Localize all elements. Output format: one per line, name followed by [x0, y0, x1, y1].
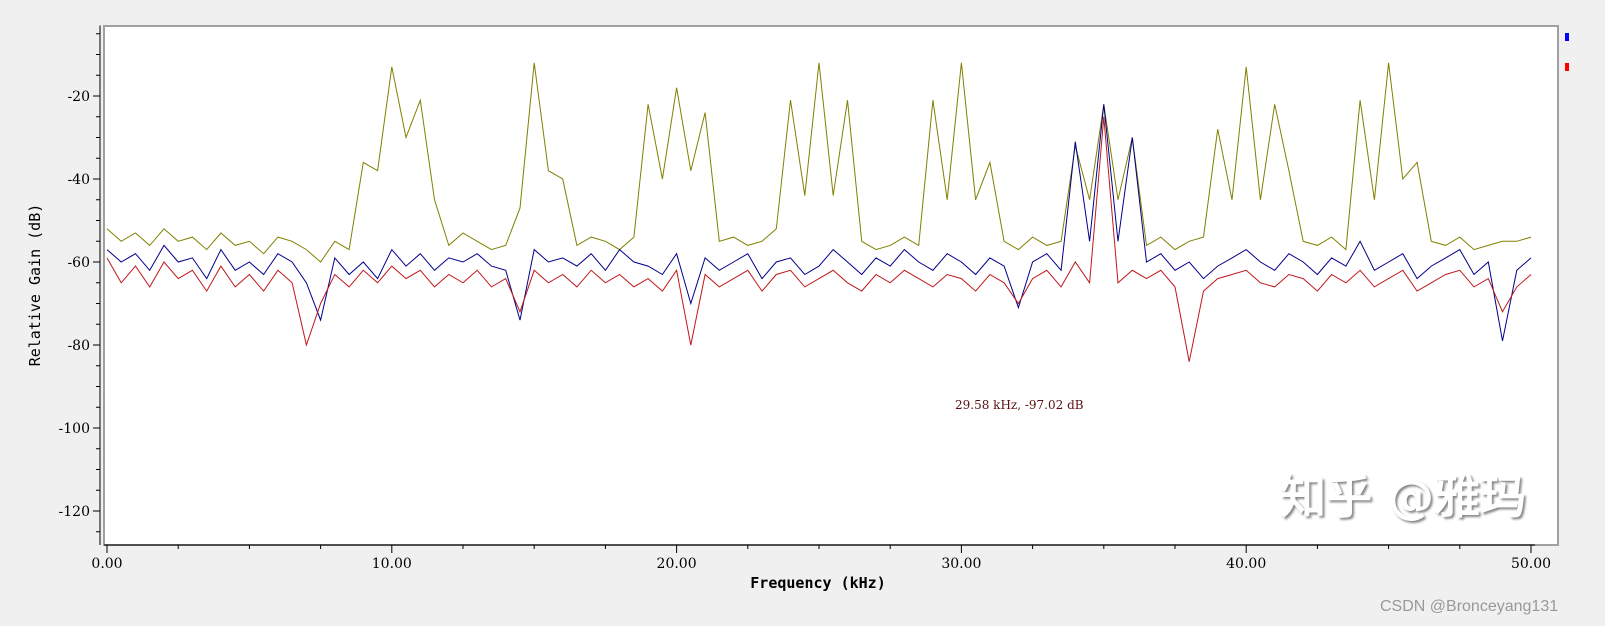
legend-marker-red — [1565, 63, 1569, 71]
y-tick-label: -40 — [67, 172, 90, 188]
series-line-2 — [106, 116, 1532, 362]
y-axis-label: Relative Gain (dB) — [26, 204, 44, 367]
y-tick-label: -100 — [59, 421, 90, 437]
x-tick-label: 40.00 — [1226, 556, 1266, 572]
x-tick-label: 50.00 — [1511, 556, 1551, 572]
plot-area[interactable] — [103, 25, 1559, 546]
x-tick-label: 20.00 — [657, 556, 697, 572]
y-axis: -20 -40 -60 -80 -100 -120 — [59, 25, 101, 545]
y-tick-label: -20 — [67, 89, 90, 105]
x-tick-label: 10.00 — [372, 556, 412, 572]
x-tick-label: 30.00 — [941, 556, 981, 572]
y-tick-label: -60 — [67, 255, 90, 271]
x-tick-label: 0.00 — [91, 556, 122, 572]
zhihu-watermark: 知乎 @雅玛 — [1280, 470, 1527, 524]
cursor-readout: 29.58 kHz, -97.02 dB — [955, 398, 1084, 412]
series-line-0 — [106, 62, 1532, 263]
series-line-1 — [106, 104, 1532, 341]
x-axis-label: Frequency (kHz) — [750, 574, 885, 592]
csdn-watermark: CSDN @Bronceyang131 — [1380, 598, 1559, 615]
x-axis: 0.00 10.00 20.00 30.00 40.00 50.00 — [91, 544, 1551, 572]
series-lines — [106, 62, 1532, 362]
legend-marker-blue — [1565, 33, 1569, 41]
y-tick-label: -120 — [59, 504, 90, 520]
y-tick-label: -80 — [67, 338, 90, 354]
